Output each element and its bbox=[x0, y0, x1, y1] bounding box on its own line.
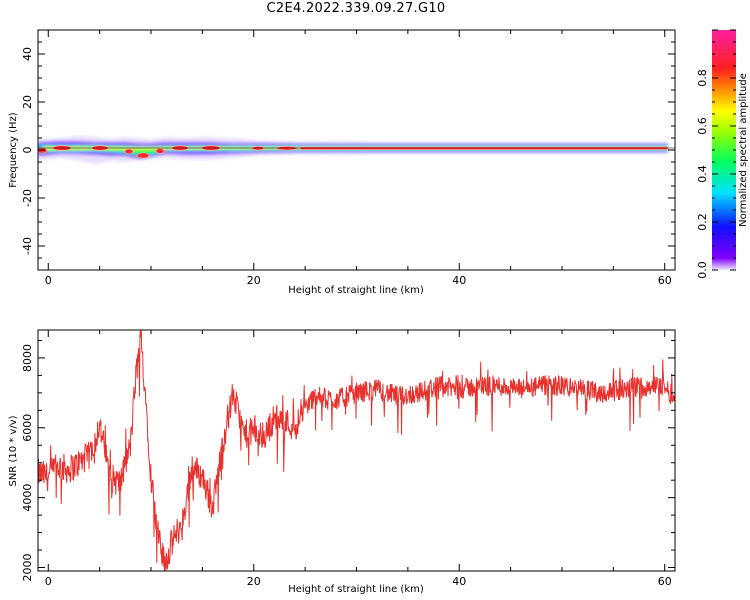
snr-x-tick-label: 40 bbox=[452, 575, 466, 588]
snr-x-tick-label: 60 bbox=[658, 575, 672, 588]
colorbar-tick-label: 0.0 bbox=[696, 261, 709, 279]
colorbar-tick-label: 0.8 bbox=[696, 69, 709, 87]
spectrogram-y-tick-label: 40 bbox=[21, 47, 34, 61]
snr-frame bbox=[37, 329, 676, 572]
spectrogram-x-tick-label: 40 bbox=[452, 274, 466, 287]
spectrogram-ticks bbox=[38, 29, 675, 271]
snr-x-tick-label: 20 bbox=[247, 575, 261, 588]
snr-y-tick-label: 4000 bbox=[21, 484, 34, 512]
snr-y-tick-label: 8000 bbox=[21, 344, 34, 372]
spectrogram-band bbox=[38, 136, 675, 164]
snr-panel: 0 20 40 60 2000 4000 6000 8000 Height of straig… bbox=[8, 329, 676, 595]
snr-series-line bbox=[38, 330, 675, 571]
spectrogram-x-tick-label: 0 bbox=[45, 274, 52, 287]
colorbar-tick-label: 0.6 bbox=[696, 117, 709, 135]
spectrogram-y-axis-label: Frequency (Hz) bbox=[8, 112, 19, 188]
colorbar-gradient bbox=[712, 30, 736, 270]
page-title: C2E4.2022.339.09.27.G10 bbox=[266, 1, 446, 16]
spectrogram-y-tick-label: 20 bbox=[21, 95, 34, 109]
colorbar-tick-label: 0.4 bbox=[696, 165, 709, 183]
spectrogram-y-tick-label: -20 bbox=[21, 189, 34, 207]
spectrogram-x-tick-label: 60 bbox=[658, 274, 672, 287]
colorbar: 0.0 0.2 0.4 0.6 0.8 Normalized spectral ampl… bbox=[696, 29, 749, 279]
spectrogram-tick-labels: 0 20 40 60 40 20 0 -20 -40 bbox=[21, 47, 672, 287]
colorbar-tick-labels: 0.0 0.2 0.4 0.6 0.8 bbox=[696, 69, 709, 279]
colorbar-ticks bbox=[712, 29, 736, 271]
colorbar-tick-label: 0.2 bbox=[696, 213, 709, 231]
snr-tick-labels: 0 20 40 60 2000 4000 6000 8000 bbox=[21, 344, 672, 588]
snr-x-axis-label: Height of straight line (km) bbox=[288, 584, 424, 595]
spectrogram-y-tick-label: 0 bbox=[21, 147, 34, 154]
colorbar-label: Normalized spectral amplitude bbox=[738, 73, 749, 227]
snr-x-tick-label: 0 bbox=[45, 575, 52, 588]
spectrogram-x-axis-label: Height of straight line (km) bbox=[288, 285, 424, 296]
spectrogram-x-tick-label: 20 bbox=[247, 274, 261, 287]
spectrogram-panel: 0 20 40 60 40 20 0 -20 -40 Height of straight li… bbox=[8, 29, 676, 296]
snr-y-axis-label: SNR (10 * v/v) bbox=[8, 415, 19, 486]
spectrogram-y-tick-label: -40 bbox=[21, 237, 34, 255]
snr-y-tick-label: 2000 bbox=[21, 554, 34, 582]
snr-y-tick-label: 6000 bbox=[21, 414, 34, 442]
snr-ticks bbox=[38, 330, 675, 571]
